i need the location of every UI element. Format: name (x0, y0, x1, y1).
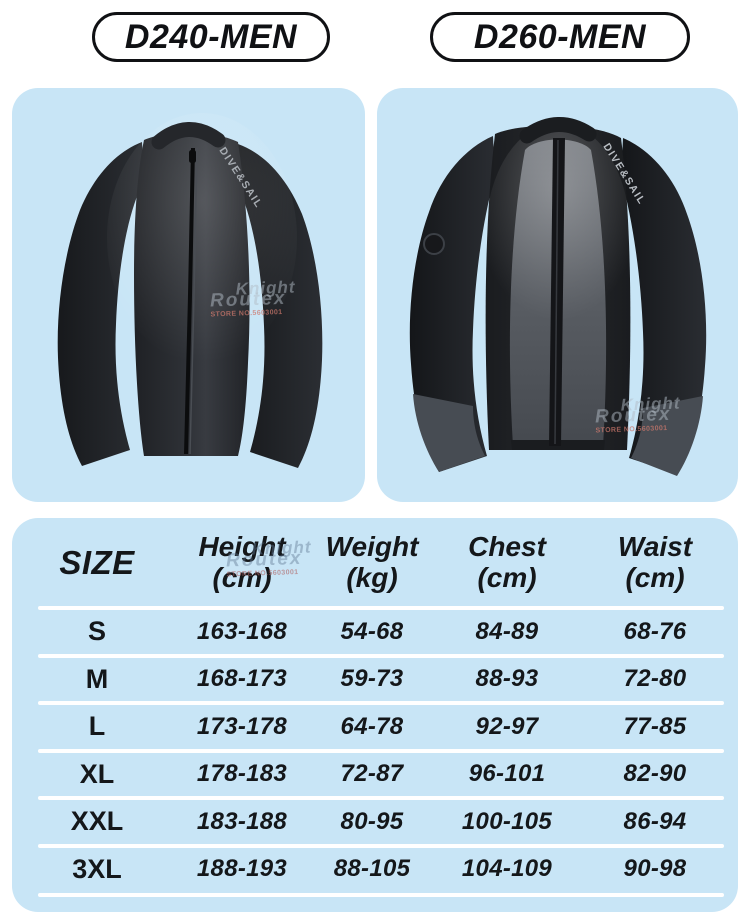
product-image-d260: DIVE&SAIL (409, 117, 707, 476)
height-cell: 188-193 (196, 855, 288, 883)
product-card-d240: DIVE&SAIL Knight Routex STORE NO.5603001 (12, 88, 365, 502)
column-header-chest-unit: (cm) (477, 562, 537, 593)
height-cell: 173-178 (196, 712, 288, 740)
jacket-left-cuff (413, 394, 485, 472)
jacket-d240: DIVE&SAIL (57, 113, 323, 468)
table-row: XL 178-183 72-87 96-101 82-90 (12, 748, 738, 799)
height-cell: 168-173 (196, 665, 288, 693)
watermark-line2: Routex (209, 287, 287, 312)
size-cell: XXL (70, 806, 124, 837)
jacket-left-sleeve (409, 136, 495, 472)
height-cell: 178-183 (196, 760, 288, 788)
weight-cell: 59-73 (340, 665, 404, 693)
watermark-line2: Routex (594, 403, 672, 428)
waist-cell: 68-76 (623, 617, 687, 645)
size-cell: 3XL (72, 853, 122, 884)
waist-cell: 82-90 (623, 760, 687, 788)
weight-cell: 72-87 (340, 760, 404, 788)
jacket-d260: DIVE&SAIL (409, 117, 707, 476)
weight-cell: 54-68 (340, 617, 404, 645)
watermark: Knight Routex STORE NO.5603001 (209, 278, 296, 319)
jacket-collar (519, 117, 597, 144)
table-row: XXL 183-188 80-95 100-105 86-94 (12, 796, 738, 846)
jacket-collar (151, 122, 226, 150)
waist-cell: 77-85 (623, 712, 687, 740)
column-header-height-unit: (cm) (212, 562, 272, 593)
waist-cell: 72-80 (623, 665, 687, 693)
waist-cell: 90-98 (623, 855, 687, 883)
jacket-right-cuff (631, 396, 703, 476)
chest-cell: 104-109 (461, 855, 553, 883)
product-badge-d240-label: D240-MEN (124, 17, 298, 56)
size-cell: XL (79, 758, 115, 789)
height-cell: 183-188 (196, 807, 288, 835)
jacket-right-sleeve (621, 138, 707, 474)
jacket-zipper (184, 147, 195, 455)
watermark-line2: Routex (225, 547, 303, 572)
table-row: L 173-178 64-78 92-97 77-85 (12, 701, 738, 751)
watermark: Knight Routex STORE NO.5603001 (594, 394, 681, 435)
watermark: Knight Routex STORE NO.5603001 (225, 538, 312, 579)
waist-cell: 86-94 (623, 807, 687, 835)
chest-cell: 88-93 (475, 665, 539, 693)
chest-cell: 96-101 (468, 760, 546, 788)
size-table-header: SIZE Height (cm) Weight (kg) Chest (cm) … (12, 518, 738, 608)
table-row: S 163-168 54-68 84-89 68-76 (12, 606, 738, 656)
weight-cell: 88-105 (333, 855, 411, 883)
table-row: 3XL 188-193 88-105 104-109 90-98 (12, 843, 738, 894)
product-badge-d260-label: D260-MEN (473, 17, 647, 56)
weight-cell: 64-78 (340, 712, 404, 740)
column-header-height-label: Height (198, 531, 286, 563)
column-header-chest-label: Chest (468, 531, 546, 563)
chest-cell: 92-97 (475, 712, 539, 740)
height-cell: 163-168 (196, 617, 288, 645)
size-chart-card: Knight Routex STORE NO.5603001 SIZE Heig… (12, 518, 738, 912)
column-header-waist-unit: (cm) (625, 562, 685, 593)
size-cell: M (85, 663, 109, 694)
jacket-sheen (107, 113, 297, 363)
column-header-weight-label: Weight (325, 531, 419, 563)
column-header-size: SIZE (12, 543, 182, 581)
product-badge-d260: D260-MEN (430, 12, 690, 62)
table-row: M 168-173 59-73 88-93 72-80 (12, 653, 738, 704)
chest-cell: 84-89 (475, 617, 539, 645)
product-card-d260: DIVE&SAIL Knight Routex STORE NO.5603001 (377, 88, 738, 502)
jacket-zipper-highlight (189, 147, 198, 455)
jacket-zipper-pull (189, 150, 196, 163)
weight-cell: 80-95 (340, 807, 404, 835)
column-header-chest: Chest (cm) (442, 531, 572, 594)
column-header-weight: Weight (kg) (302, 531, 442, 594)
size-cell: L (88, 711, 106, 742)
product-image-d240: DIVE&SAIL (57, 113, 323, 468)
column-header-size-label: SIZE (59, 543, 135, 581)
column-header-waist-label: Waist (617, 531, 693, 563)
table-bottom-separator (38, 893, 724, 897)
chest-cell: 100-105 (461, 807, 553, 835)
sleeve-badge (423, 233, 445, 255)
column-header-height: Height (cm) (182, 531, 302, 594)
size-table-rows: S 163-168 54-68 84-89 68-76 M 168-173 59… (12, 606, 738, 894)
size-cell: S (87, 616, 106, 647)
column-header-weight-unit: (kg) (346, 562, 398, 593)
column-header-waist: Waist (cm) (572, 531, 738, 594)
product-badge-d240: D240-MEN (92, 12, 330, 62)
jacket-zipper-line (554, 139, 559, 445)
